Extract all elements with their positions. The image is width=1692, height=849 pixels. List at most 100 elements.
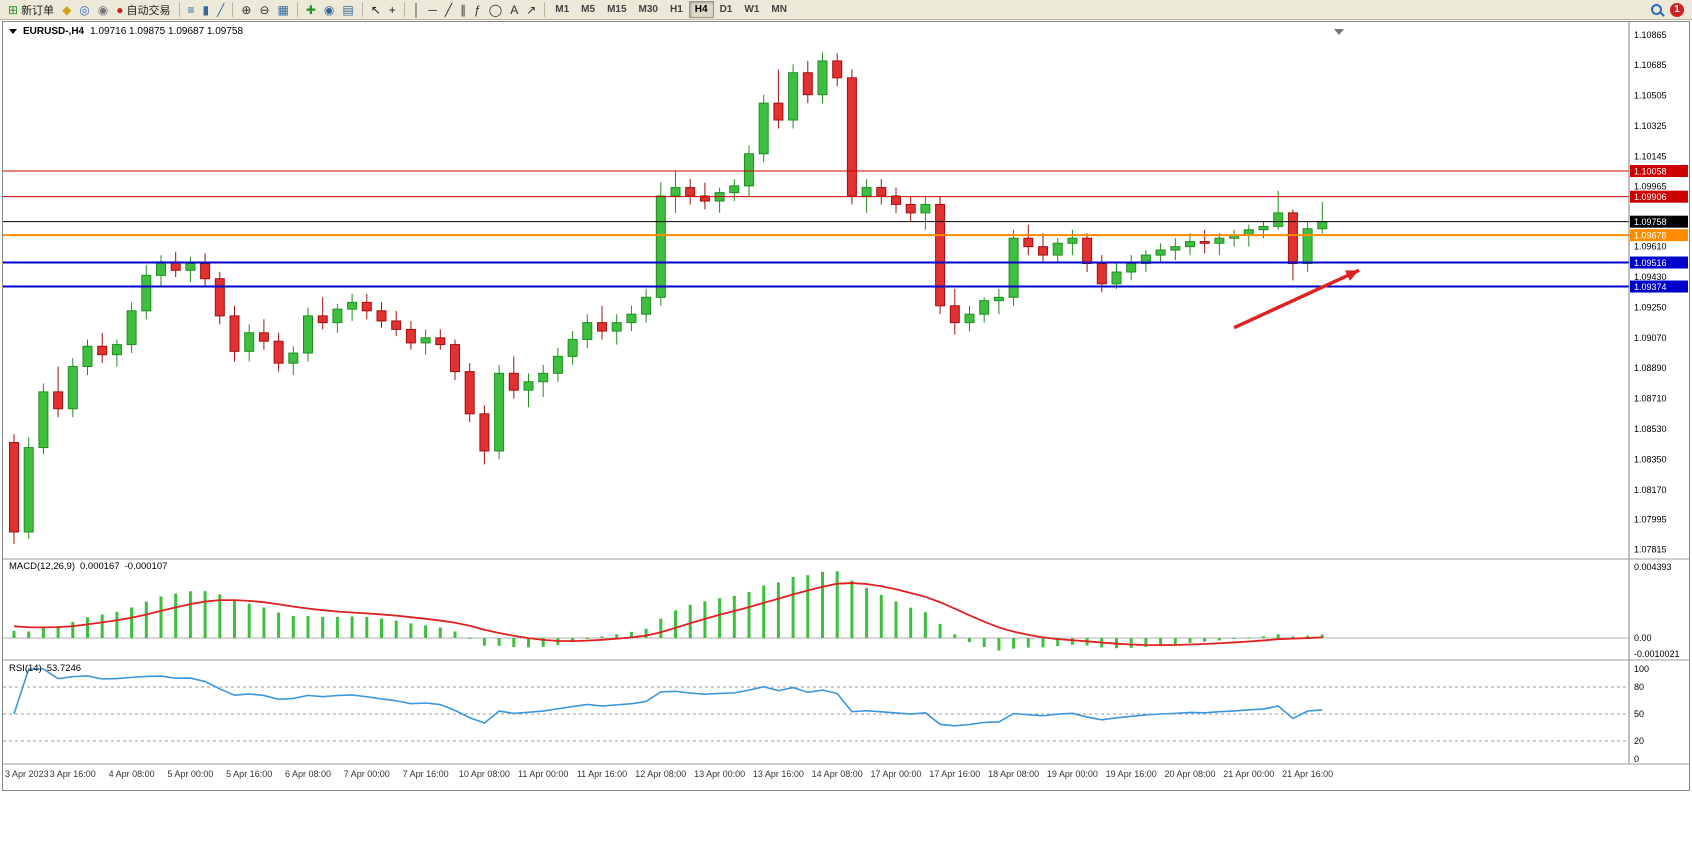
channel-icon[interactable]: ∥	[456, 1, 470, 19]
candle-body	[1155, 249, 1166, 256]
notification-badge[interactable]: 1	[1670, 2, 1684, 17]
trendline-icon[interactable]: ╱	[441, 1, 456, 19]
candle-body	[802, 72, 813, 96]
search-icon[interactable]	[1651, 4, 1662, 15]
market-watch-icon[interactable]: ◆	[58, 1, 75, 19]
bar-chart-icon[interactable]: ≡	[184, 1, 199, 19]
macd-bar	[306, 616, 310, 638]
navigator-icon[interactable]: ◎	[75, 1, 93, 19]
price-axis-label: 1.09070	[1634, 333, 1667, 343]
macd-bar	[468, 637, 472, 639]
autotrade-icon[interactable]: ● 自动交易	[112, 1, 174, 19]
candle-body	[156, 261, 166, 276]
candlestick-chart-icon[interactable]: ▮	[199, 1, 214, 19]
candle-body	[1096, 263, 1107, 285]
chart-shift-marker[interactable]	[1334, 29, 1344, 35]
macd-bar	[1129, 638, 1133, 648]
script-icon[interactable]: ◉	[94, 1, 112, 19]
price-level-badge	[1630, 215, 1688, 228]
candle-body	[1273, 212, 1284, 227]
zoom-in-icon: ⊕	[241, 2, 252, 17]
text-icon[interactable]: A	[506, 1, 522, 19]
macd-bar	[1276, 634, 1280, 638]
macd-bar	[86, 617, 89, 638]
candles[interactable]	[9, 52, 1328, 544]
candle-body	[626, 313, 637, 324]
macd-bar	[909, 607, 913, 638]
candle-body	[317, 315, 328, 324]
candle-body	[552, 355, 563, 374]
trend-arrow-line[interactable]	[1233, 268, 1360, 330]
chart-window[interactable]: 1.10058 1.09906 1.09758 1.09678 1.09516 1.093…	[2, 21, 1690, 791]
time-axis-label: 4 Apr 08:00	[109, 769, 155, 779]
time-axis-label: 7 Apr 00:00	[344, 769, 390, 779]
macd-bar	[953, 634, 957, 638]
timeframe-m5-button[interactable]: M5	[581, 4, 596, 15]
candle-body	[288, 352, 299, 364]
macd-bar	[982, 638, 986, 648]
zoom-out-icon[interactable]: ⊖	[255, 1, 273, 19]
price-axis-label: 1.09430	[1634, 272, 1667, 282]
indicators-icon[interactable]: ✚	[302, 1, 320, 19]
macd-bar	[380, 618, 383, 638]
period-icon[interactable]: ◉	[320, 1, 338, 19]
macd-bar	[233, 600, 236, 638]
price-chart-canvas[interactable]: 1.10058 1.09906 1.09758 1.09678 1.09516 1.093…	[3, 22, 1689, 790]
timeframe-h1-button[interactable]: H1	[669, 4, 683, 15]
candle-body	[1082, 237, 1093, 265]
candle-body	[1052, 242, 1063, 256]
rsi-axis-label: 80	[1634, 682, 1644, 692]
macd-bar	[438, 627, 442, 638]
macd-bar	[615, 634, 619, 638]
price-axis-label: 1.08350	[1634, 454, 1667, 464]
collapse-triangle-icon[interactable]	[9, 29, 17, 34]
candle-body	[1214, 237, 1225, 244]
macd-bar	[100, 614, 104, 638]
rsi-axis-label: 50	[1634, 709, 1644, 719]
cursor-icon[interactable]: ↖	[367, 1, 385, 19]
price-axis-label: 1.08170	[1634, 485, 1667, 495]
candle-body	[699, 195, 710, 202]
rsi-line	[13, 668, 1323, 727]
crosshair-icon[interactable]: +	[385, 1, 400, 19]
timeframe-h4-button[interactable]: H4	[688, 1, 714, 18]
candle-body	[1287, 212, 1298, 265]
zoom-in-icon[interactable]: ⊕	[237, 1, 255, 19]
indicators-icon: ✚	[305, 2, 316, 17]
timeframe-m30-button[interactable]: M30	[638, 4, 658, 15]
candle-body	[244, 332, 255, 352]
new-order-icon[interactable]: ⊞ 新订单	[4, 1, 58, 19]
horizontal-line-icon[interactable]: ─	[424, 1, 441, 19]
time-axis-label: 17 Apr 00:00	[870, 769, 921, 779]
vertical-line-icon[interactable]: │	[409, 1, 425, 19]
timeframe-mn-button[interactable]: MN	[771, 4, 787, 15]
candle-body	[1023, 237, 1034, 248]
price-axis-label: 1.10505	[1634, 91, 1667, 101]
macd-bar	[1056, 638, 1060, 647]
macd-bar	[571, 638, 575, 643]
candle-body	[229, 315, 240, 352]
time-axis-label: 10 Apr 08:00	[459, 769, 510, 779]
candle-body	[979, 300, 990, 315]
macd-bar	[321, 616, 325, 638]
price-axis-label: 1.07995	[1634, 514, 1667, 524]
trend-arrow-head[interactable]	[1345, 270, 1360, 281]
price-axis-label: 1.08530	[1634, 424, 1667, 434]
template-icon[interactable]: ▤	[338, 1, 357, 19]
candle-body	[670, 187, 681, 197]
line-chart-icon[interactable]: ╱	[213, 1, 228, 19]
timeframe-w1-button[interactable]: W1	[744, 4, 760, 15]
timeframe-d1-button[interactable]: D1	[719, 4, 733, 15]
macd-bar	[409, 623, 413, 638]
market-watch-icon: ◆	[62, 2, 72, 17]
candle-body	[832, 60, 843, 79]
timeframe-m1-button[interactable]: M1	[555, 4, 570, 15]
timeframe-m15-button[interactable]: M15	[607, 4, 627, 15]
arrows-icon[interactable]: ↗	[522, 1, 540, 19]
new-order-icon: ⊞	[8, 2, 19, 17]
toolbar-button-groups: ⊞ 新订单 ◆ ◎ ◉ ● 自动交易 ≡ ▮ ╱ ⊕ ⊖ ▦ ✚ ◉ ▤ ↖ + │ ─ ╱ ∥ ƒ ◯ A ↗ M1 M5 M15 M3…	[4, 0, 793, 20]
shapes-icon[interactable]: ◯	[485, 1, 506, 19]
tile-windows-icon[interactable]: ▦	[274, 1, 293, 19]
macd-bar	[1232, 638, 1236, 640]
fibonacci-icon[interactable]: ƒ	[470, 1, 485, 19]
